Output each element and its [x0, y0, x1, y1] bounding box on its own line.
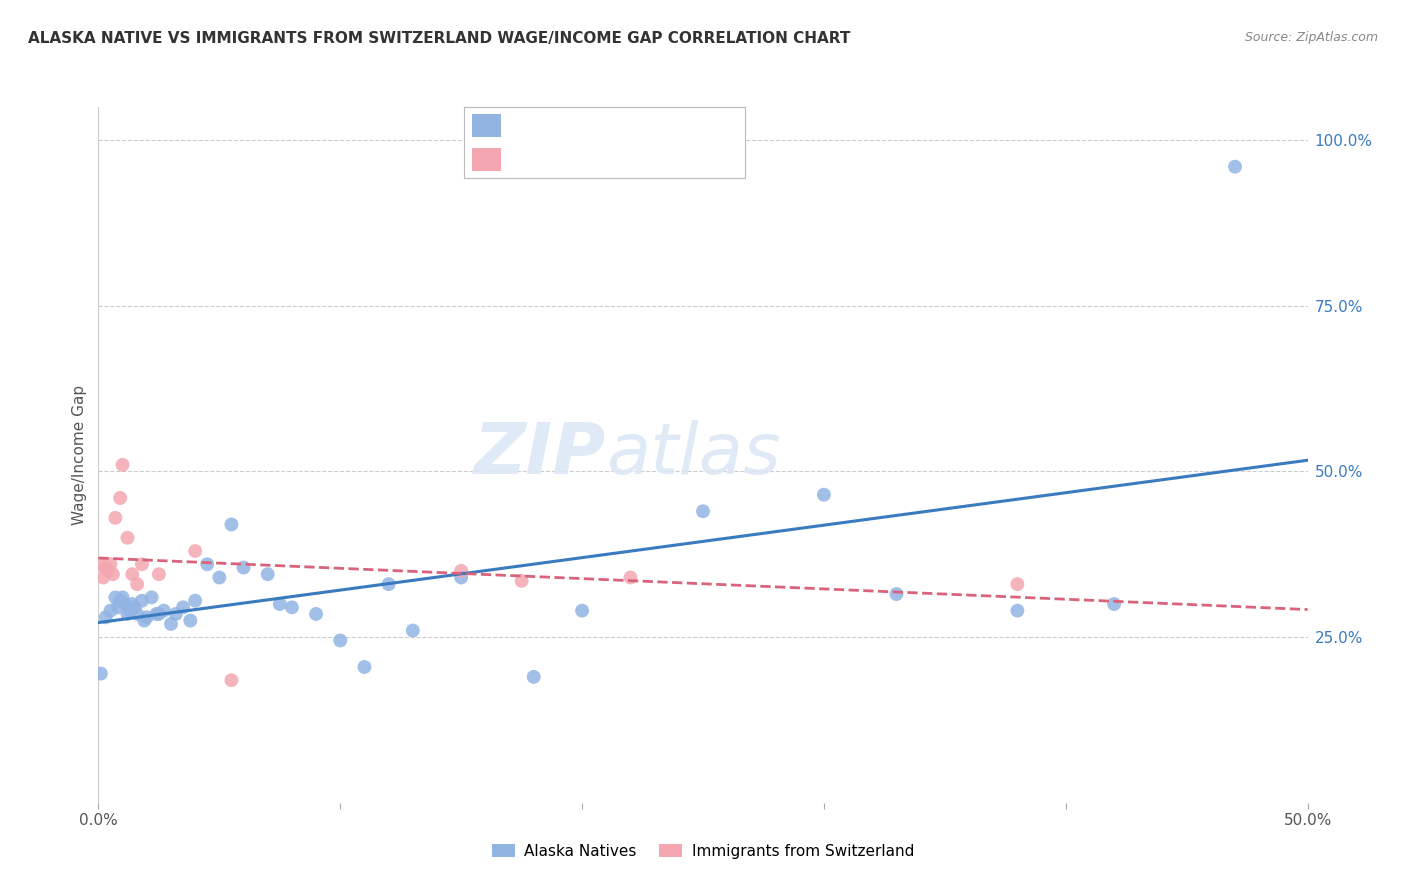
Point [221, 673, 243, 688]
Point [118, 604, 141, 618]
Point [813, 488, 835, 502]
Point [127, 607, 149, 621]
Point [510, 574, 533, 588]
Point [184, 544, 207, 558]
Point [692, 504, 714, 518]
Point [101, 567, 124, 582]
Text: 46: 46 [666, 118, 688, 133]
Point [148, 607, 170, 621]
Point [208, 570, 231, 584]
Text: ZIP: ZIP [474, 420, 606, 490]
Bar [472, 114, 501, 137]
Point [1102, 597, 1125, 611]
Point [94, 560, 117, 574]
Point [97, 564, 120, 578]
Text: N =: N = [627, 118, 661, 133]
Point [111, 591, 134, 605]
Point [160, 616, 183, 631]
Point [121, 567, 143, 582]
Text: R =: R = [512, 153, 546, 168]
Point [108, 593, 131, 607]
Point [281, 600, 304, 615]
Point [886, 587, 908, 601]
Point [91, 570, 114, 584]
Point [353, 660, 375, 674]
Point [256, 567, 278, 582]
Point [131, 558, 153, 572]
Point [90, 666, 112, 681]
Point [402, 624, 425, 638]
Point [305, 607, 328, 621]
Point [221, 517, 243, 532]
Point [232, 560, 254, 574]
Point [107, 600, 129, 615]
Point [134, 614, 156, 628]
Point [131, 593, 153, 607]
Point [179, 614, 201, 628]
Point [100, 558, 122, 572]
Point [104, 511, 127, 525]
Point [117, 531, 139, 545]
Point [94, 610, 117, 624]
Point [152, 604, 174, 618]
Point [114, 597, 136, 611]
Point [117, 607, 139, 621]
Point [111, 458, 134, 472]
Point [121, 597, 143, 611]
Text: ALASKA NATIVE VS IMMIGRANTS FROM SWITZERLAND WAGE/INCOME GAP CORRELATION CHART: ALASKA NATIVE VS IMMIGRANTS FROM SWITZER… [28, 31, 851, 46]
Text: 0.346: 0.346 [548, 118, 602, 133]
Text: R =: R = [512, 118, 546, 133]
Point [100, 604, 122, 618]
Point [141, 591, 163, 605]
Point [184, 593, 207, 607]
Text: N =: N = [627, 153, 661, 168]
Point [172, 600, 194, 615]
Point [124, 600, 146, 615]
Point [619, 570, 641, 584]
Point [104, 591, 127, 605]
Point [135, 610, 157, 624]
Bar [472, 148, 501, 171]
Point [1007, 604, 1029, 618]
Point [450, 570, 472, 584]
Text: -0.029: -0.029 [548, 153, 603, 168]
Point [90, 558, 112, 572]
Point [571, 604, 593, 618]
Point [1223, 160, 1246, 174]
Point [145, 607, 167, 621]
Point [195, 558, 218, 572]
Text: atlas: atlas [606, 420, 780, 490]
Point [269, 597, 291, 611]
Point [377, 577, 399, 591]
Point [165, 607, 187, 621]
Legend: Alaska Natives, Immigrants from Switzerland: Alaska Natives, Immigrants from Switzerl… [486, 838, 920, 864]
Y-axis label: Wage/Income Gap: Wage/Income Gap [72, 384, 87, 525]
Point [450, 564, 472, 578]
Point [523, 670, 546, 684]
Point [127, 577, 149, 591]
Text: 20: 20 [666, 153, 688, 168]
Point [108, 491, 131, 505]
Point [1007, 577, 1029, 591]
Point [329, 633, 352, 648]
Point [148, 567, 170, 582]
Text: Source: ZipAtlas.com: Source: ZipAtlas.com [1244, 31, 1378, 45]
